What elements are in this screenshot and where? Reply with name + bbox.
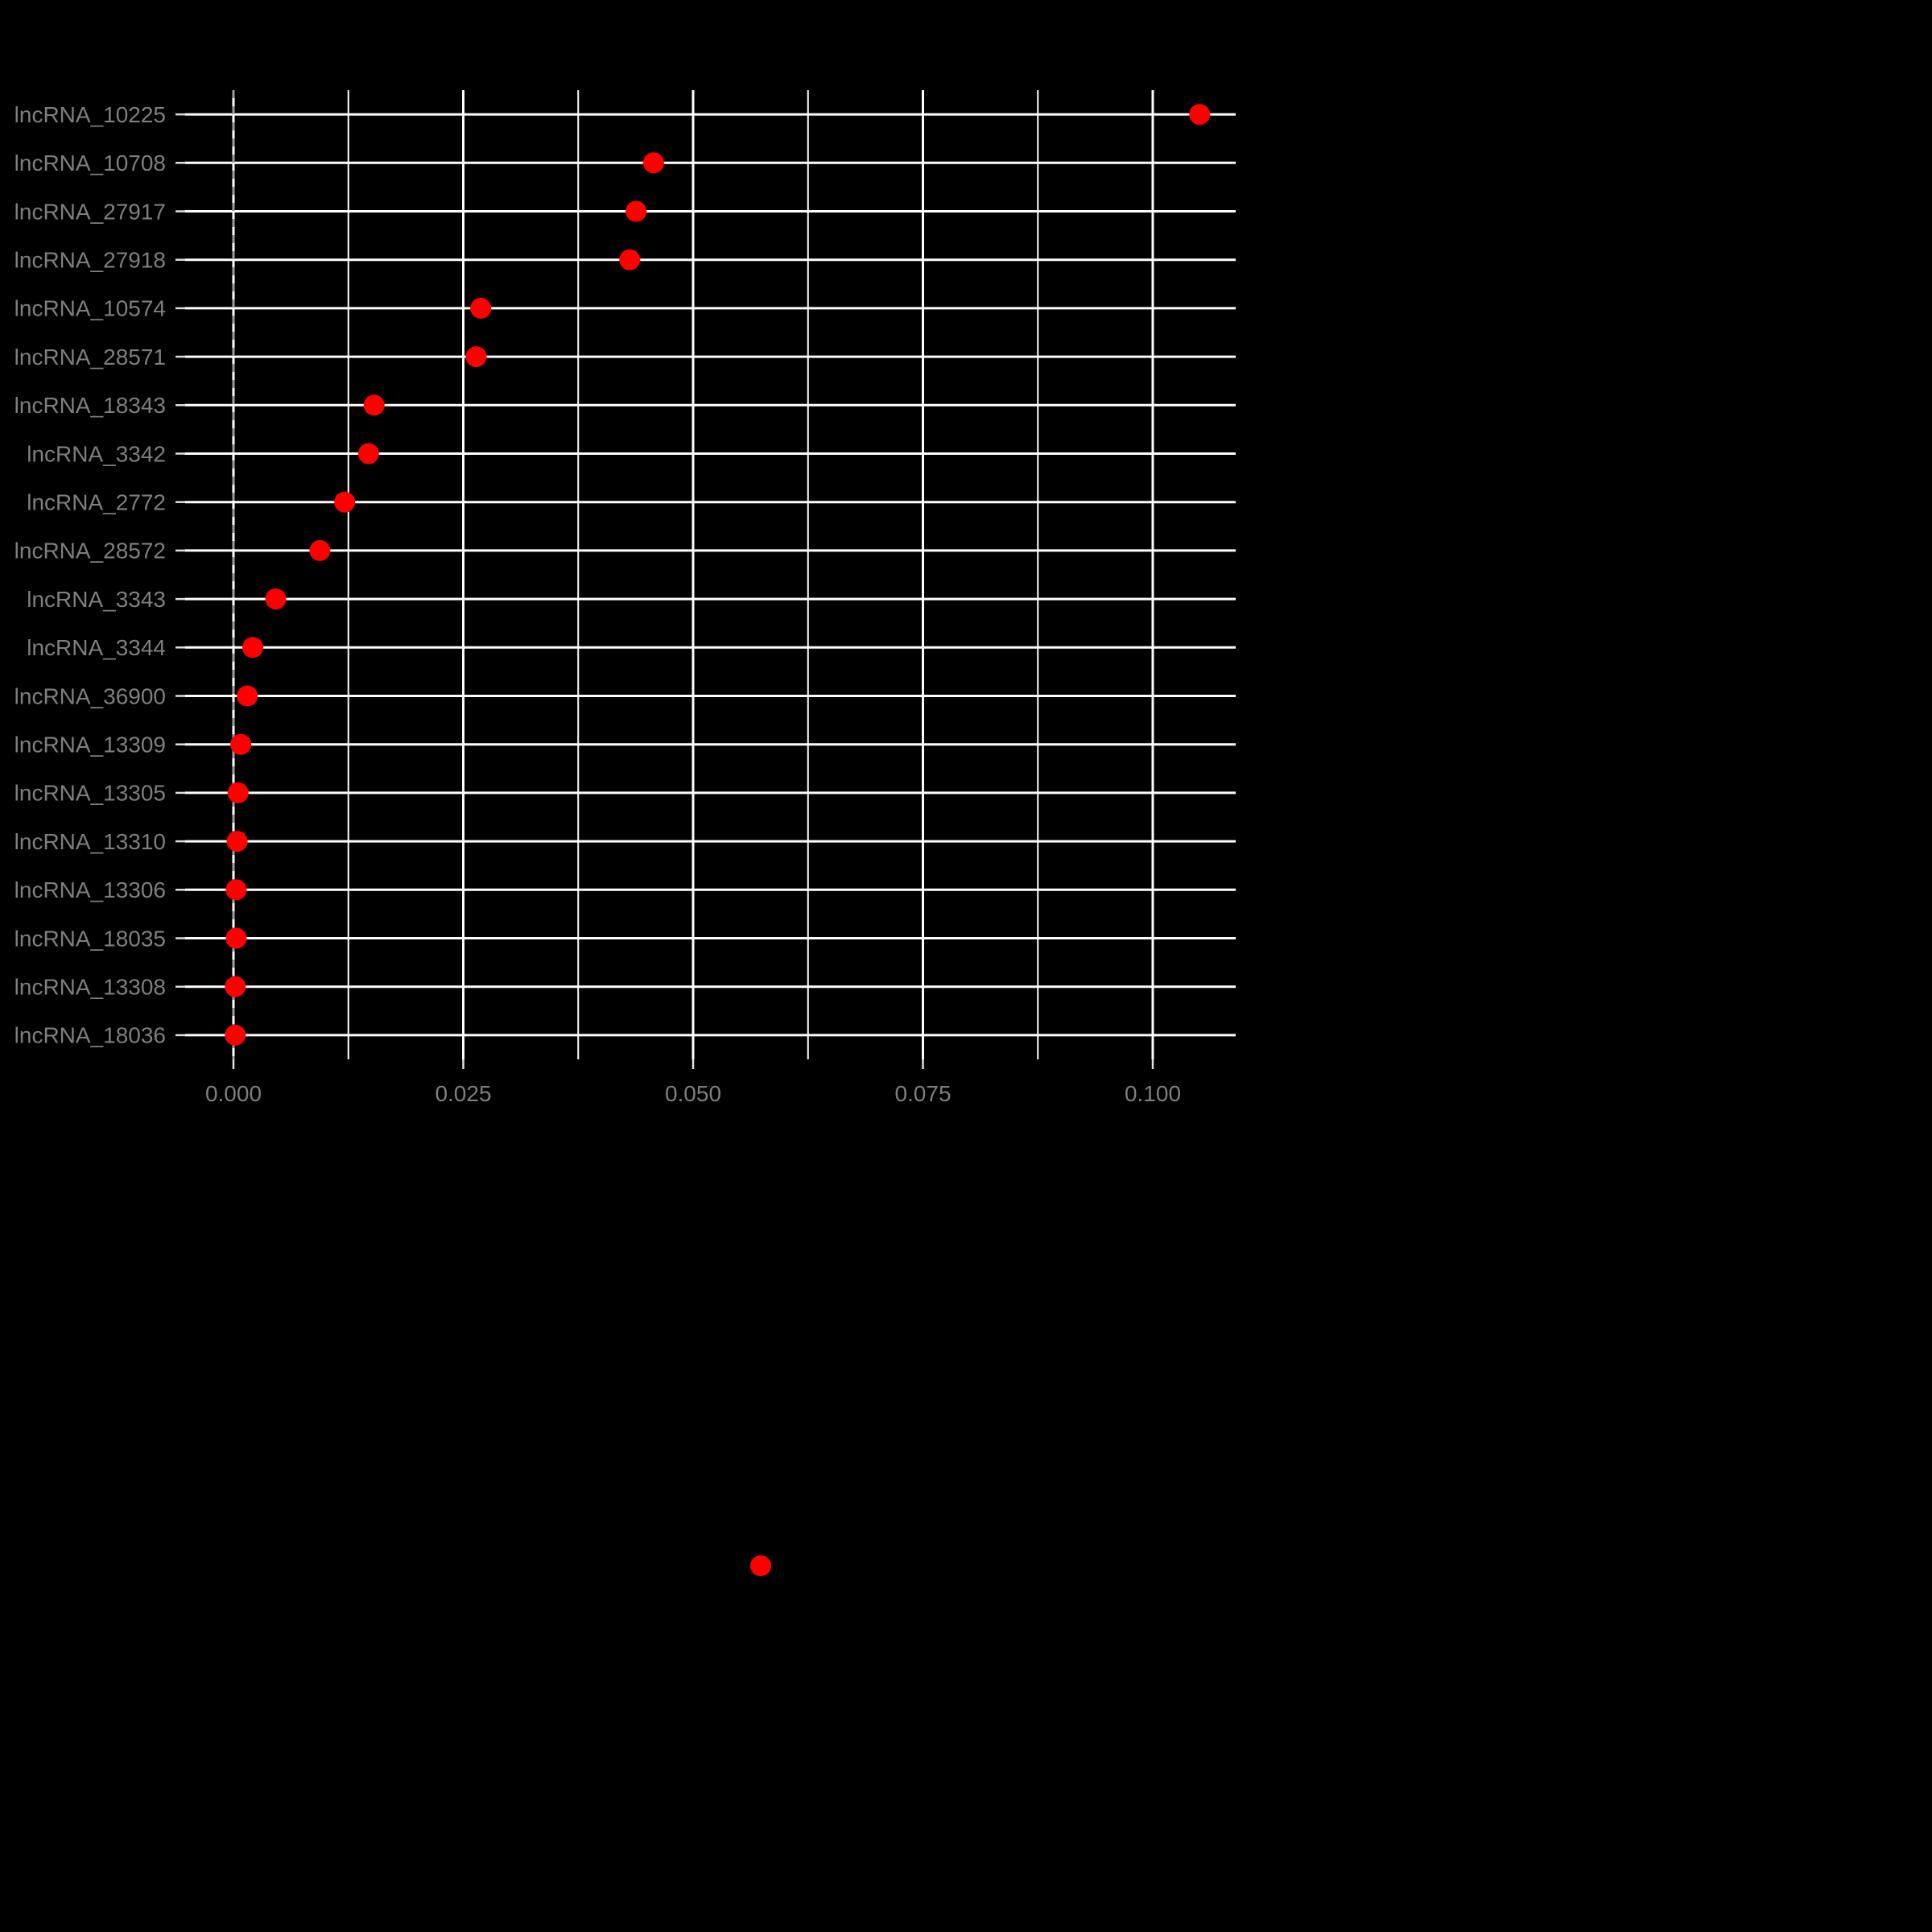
data-point [642,152,664,174]
y-axis-label: lncRNA_13305 [14,781,166,806]
x-axis-tick-label: 0.075 [894,1081,951,1106]
data-point [470,297,492,319]
x-axis-tick-label: 0.050 [665,1081,721,1106]
data-point [1189,104,1211,126]
y-axis-label: lncRNA_13310 [14,829,166,854]
data-point [357,443,379,464]
data-point [309,539,331,561]
y-axis-label: lncRNA_27918 [14,248,166,273]
data-point [227,782,249,803]
y-axis-label: lncRNA_13306 [14,877,166,902]
data-point [619,249,641,270]
y-axis-label: lncRNA_13309 [14,733,166,758]
y-axis-label: lncRNA_3342 [27,441,166,466]
y-axis-label: lncRNA_18343 [14,393,166,418]
legend-marker [750,1555,771,1576]
data-point [237,685,258,707]
y-axis-label: lncRNA_3344 [27,635,166,660]
y-axis-label: lncRNA_10225 [14,102,166,127]
data-point [225,1024,246,1046]
x-axis-tick-label: 0.025 [435,1081,491,1106]
y-axis-label: lncRNA_2772 [27,490,166,515]
data-point [242,637,263,658]
data-point [225,976,246,997]
y-axis-label: lncRNA_28572 [14,539,166,564]
data-point [225,879,247,901]
y-axis-label: lncRNA_27917 [14,199,166,224]
y-axis-label: lncRNA_3343 [27,587,166,612]
y-axis-label: lncRNA_18035 [14,926,166,951]
x-axis-tick-label: 0.000 [205,1081,262,1106]
data-point [334,491,356,513]
x-axis-tick-label: 0.100 [1125,1081,1181,1106]
data-point [230,733,252,755]
y-axis-label: lncRNA_36900 [14,683,166,708]
data-point [265,588,287,610]
y-axis-label: lncRNA_13308 [14,975,166,1000]
data-point [226,831,248,852]
y-axis-label: lncRNA_10708 [14,151,166,175]
data-point [225,927,247,949]
y-axis-label: lncRNA_28571 [14,345,166,369]
data-point [465,346,487,368]
y-axis-label: lncRNA_10574 [14,296,166,321]
data-point [363,394,385,416]
y-axis-label: lncRNA_18036 [14,1023,166,1048]
data-point [625,200,647,222]
